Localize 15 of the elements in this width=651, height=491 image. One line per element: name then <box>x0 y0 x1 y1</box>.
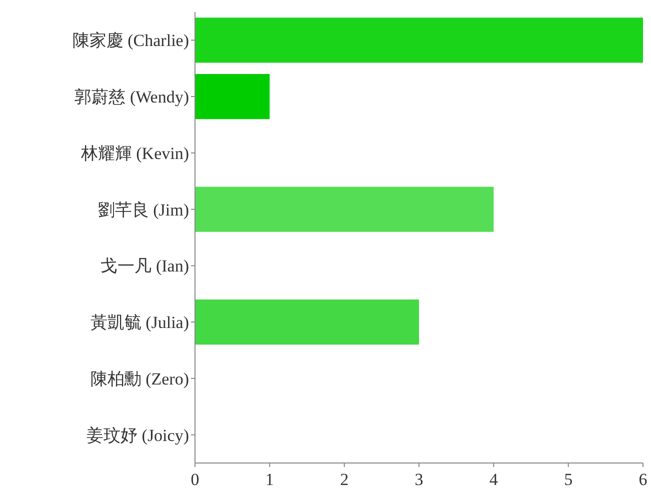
y-tick-label: 林耀輝 (Kevin) <box>80 144 189 163</box>
y-tick-label: 陳柏勳 (Zero) <box>90 369 189 388</box>
x-tick-label: 3 <box>414 470 424 489</box>
y-tick-label: 戈一凡 (Ian) <box>100 256 189 276</box>
y-tick-label: 郭蔚慈 (Wendy) <box>74 88 189 107</box>
x-tick-label: 2 <box>340 470 349 489</box>
y-tick-label: 姜玟妤 (Joicy) <box>86 426 189 445</box>
x-tick-label: 4 <box>489 470 498 489</box>
x-tick-label: 1 <box>265 470 274 489</box>
x-tick-label: 6 <box>638 470 648 489</box>
x-tick-label: 5 <box>564 470 573 489</box>
x-tick-label: 0 <box>190 470 200 489</box>
y-tick-label: 陳家慶 (Charlie) <box>72 31 189 50</box>
y-tick-label: 劉芊良 (Jim) <box>98 200 189 220</box>
y-tick-label: 黃凱毓 (Julia) <box>90 313 189 332</box>
